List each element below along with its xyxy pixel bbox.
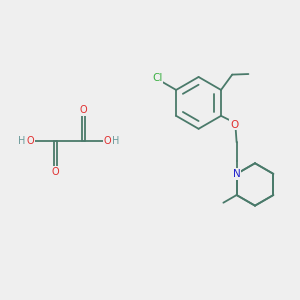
Text: O: O [52, 167, 60, 177]
Text: H: H [18, 136, 25, 146]
Text: O: O [230, 120, 238, 130]
Text: N: N [233, 169, 241, 179]
Text: O: O [27, 136, 34, 146]
Text: O: O [103, 136, 111, 146]
Text: Cl: Cl [152, 73, 162, 83]
Text: N: N [233, 169, 241, 179]
Text: O: O [80, 105, 88, 115]
Text: H: H [112, 136, 120, 146]
